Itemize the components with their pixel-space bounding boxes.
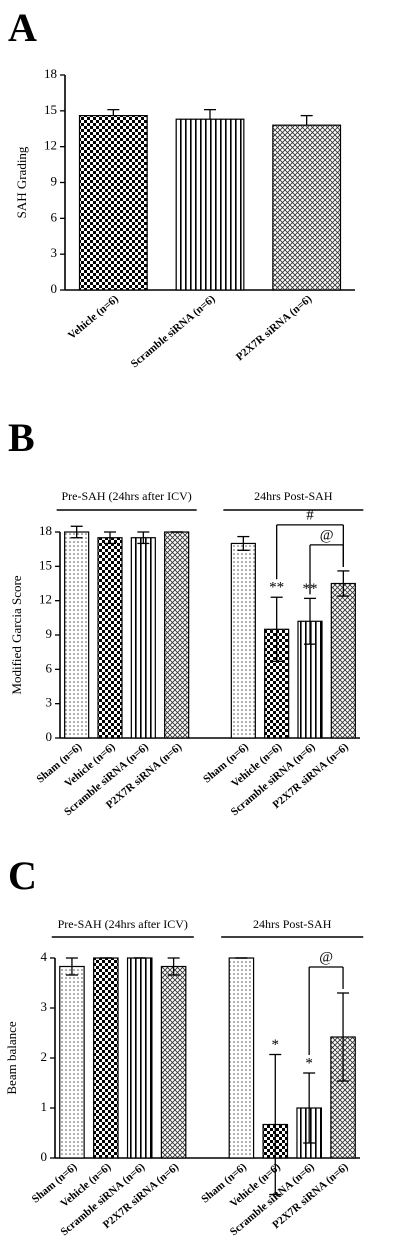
error-bar <box>107 108 120 116</box>
error-bar <box>337 992 350 1082</box>
panel-label: A <box>8 5 37 50</box>
bar <box>97 537 123 739</box>
y-axis-title: Modified Garcia Score <box>9 575 24 694</box>
error-bar <box>270 596 283 662</box>
error-bar <box>269 1053 282 1196</box>
y-tick-label: 18 <box>44 66 57 81</box>
bar <box>175 118 245 291</box>
y-tick-label: 9 <box>51 173 58 188</box>
y-tick-label: 3 <box>46 695 53 710</box>
y-tick-label: 12 <box>39 592 52 607</box>
error-bar <box>167 957 180 976</box>
y-tick-label: 4 <box>41 949 48 964</box>
bar <box>78 115 148 291</box>
x-tick-label: Scramble siRNA (n=6) <box>129 293 218 370</box>
y-tick-label: 6 <box>51 209 58 224</box>
group-label: 24hrs Post-SAH <box>254 489 333 503</box>
panel-label: B <box>8 415 35 460</box>
group-label: Pre-SAH (24hrs after ICV) <box>62 489 192 503</box>
bar <box>160 965 187 1159</box>
bar <box>64 531 90 739</box>
y-tick-label: 1 <box>41 1099 48 1114</box>
y-tick-label: 0 <box>41 1149 48 1164</box>
x-tick-label: P2X7R siRNA (n=6) <box>234 293 315 363</box>
y-tick-label: 15 <box>39 557 52 572</box>
y-tick-label: 15 <box>44 102 57 117</box>
error-bar <box>300 114 313 126</box>
significance-mark: * <box>272 1037 280 1053</box>
bracket-label: # <box>306 507 314 523</box>
y-tick-label: 18 <box>39 523 52 538</box>
bar <box>59 965 85 1159</box>
y-tick-label: 0 <box>51 281 58 296</box>
error-bar <box>70 525 83 539</box>
error-bar <box>104 531 116 545</box>
group-label: Pre-SAH (24hrs after ICV) <box>58 917 188 931</box>
bar <box>130 537 156 739</box>
bar <box>126 957 153 1159</box>
significance-mark: ** <box>269 580 284 596</box>
bar <box>93 957 119 1159</box>
bar <box>228 957 255 1159</box>
y-tick-label: 12 <box>44 138 57 153</box>
error-bar <box>303 1072 316 1144</box>
bracket-label: @ <box>320 527 334 543</box>
y-axis-title: Beam balance <box>4 1021 19 1094</box>
significance-mark: * <box>305 1055 313 1071</box>
y-tick-label: 6 <box>46 660 53 675</box>
bracket-label: @ <box>319 949 333 965</box>
error-bar <box>137 531 150 545</box>
bar <box>272 124 342 291</box>
group-label: 24hrs Post-SAH <box>253 917 332 931</box>
bar <box>330 582 356 739</box>
y-tick-label: 9 <box>46 626 53 641</box>
y-tick-label: 0 <box>46 729 53 744</box>
bar <box>164 531 190 739</box>
y-axis-title: SAH Grading <box>14 146 29 218</box>
y-tick-label: 2 <box>41 1049 48 1064</box>
error-bar <box>65 957 78 976</box>
error-bar <box>337 570 350 597</box>
bar <box>230 542 256 739</box>
panel-label: C <box>8 853 37 898</box>
error-bar <box>304 597 316 645</box>
x-tick-label: Vehicle (n=6) <box>66 293 121 342</box>
y-tick-label: 3 <box>51 245 58 260</box>
error-bar <box>204 108 216 120</box>
error-bar <box>237 535 250 551</box>
y-tick-label: 3 <box>41 999 48 1014</box>
